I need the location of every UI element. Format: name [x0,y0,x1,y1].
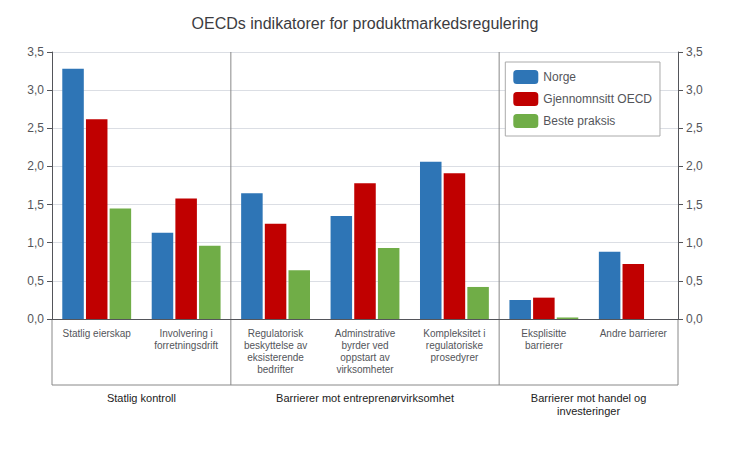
svg-text:byrder ved: byrder ved [341,340,388,351]
svg-text:Statlig kontroll: Statlig kontroll [107,392,176,404]
svg-text:Beste praksis: Beste praksis [543,114,615,128]
svg-text:Statlig eierskap: Statlig eierskap [63,328,132,339]
svg-text:1,5: 1,5 [686,198,703,212]
svg-text:1,0: 1,0 [27,236,44,250]
svg-text:Involvering i: Involvering i [159,328,212,339]
svg-text:Barrierer mot entreprenørvirks: Barrierer mot entreprenørvirksomhet [276,392,454,404]
svg-text:2,5: 2,5 [27,121,44,135]
svg-text:Norge: Norge [543,70,576,84]
svg-text:Adminstrative: Adminstrative [335,328,396,339]
svg-text:virksomheter: virksomheter [336,364,394,375]
svg-text:Kompleksitet i: Kompleksitet i [423,328,485,339]
svg-text:0,5: 0,5 [27,274,44,288]
svg-text:2,5: 2,5 [686,121,703,135]
svg-text:beskyttelse av: beskyttelse av [244,340,307,351]
svg-text:2,0: 2,0 [27,159,44,173]
svg-text:3,0: 3,0 [686,83,703,97]
svg-text:0,0: 0,0 [686,312,703,326]
svg-text:eksisterende: eksisterende [247,352,304,363]
svg-text:prosedyrer: prosedyrer [431,352,479,363]
svg-text:forretningsdrift: forretningsdrift [154,340,218,351]
svg-text:bedrifter: bedrifter [257,364,294,375]
svg-text:2,0: 2,0 [686,159,703,173]
svg-text:1,5: 1,5 [27,198,44,212]
svg-text:Gjennomnsitt OECD: Gjennomnsitt OECD [543,92,652,106]
svg-text:Eksplisitte: Eksplisitte [521,328,566,339]
svg-text:1,0: 1,0 [686,236,703,250]
svg-text:0,0: 0,0 [27,312,44,326]
svg-text:Regulatorisk: Regulatorisk [248,328,305,339]
svg-text:OECDs indikatorer for produktm: OECDs indikatorer for produktmarkedsregu… [192,15,539,32]
svg-text:3,5: 3,5 [686,45,703,59]
svg-text:oppstart av: oppstart av [340,352,389,363]
svg-text:0,5: 0,5 [686,274,703,288]
svg-text:barrierer: barrierer [525,340,563,351]
svg-text:Andre barrierer: Andre barrierer [600,328,668,339]
svg-text:3,0: 3,0 [27,83,44,97]
svg-text:Barrierer mot handel og: Barrierer mot handel og [531,392,647,404]
svg-text:regulatoriske: regulatoriske [426,340,484,351]
svg-text:investeringer: investeringer [557,405,620,417]
svg-text:3,5: 3,5 [27,45,44,59]
